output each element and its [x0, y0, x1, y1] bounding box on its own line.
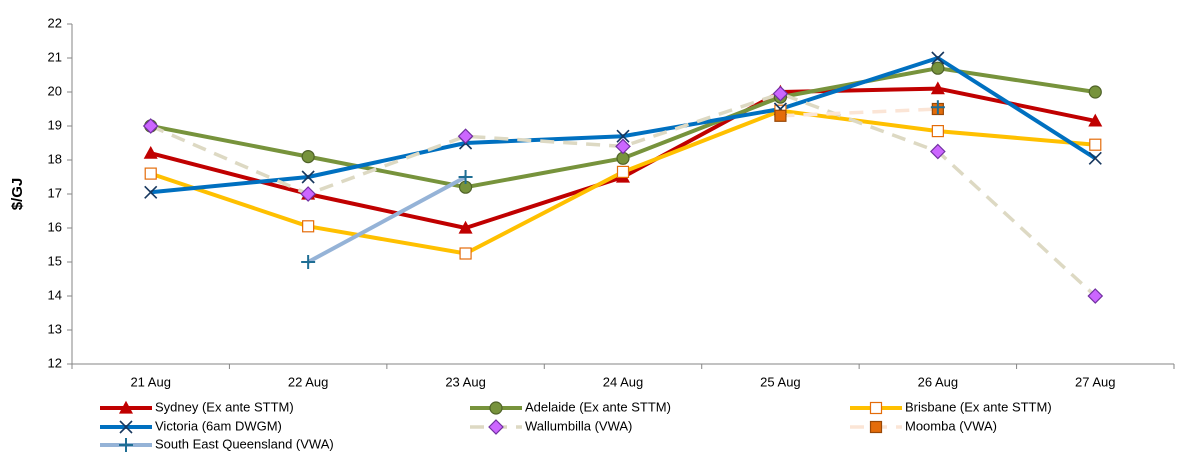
- marker: [930, 143, 946, 160]
- y-tick-label: 12: [48, 355, 62, 370]
- marker: [931, 124, 944, 138]
- marker: [119, 438, 133, 452]
- marker: [488, 419, 504, 435]
- y-axis-label: $/GJ: [9, 178, 26, 211]
- marker: [1088, 85, 1102, 99]
- y-tick-label: 17: [48, 185, 62, 200]
- marker: [458, 220, 473, 234]
- marker: [459, 247, 472, 260]
- y-tick-label: 16: [48, 219, 62, 234]
- x-tick-label: 22 Aug: [288, 374, 329, 389]
- marker: [1089, 138, 1102, 151]
- y-tick-label: 18: [48, 151, 62, 166]
- marker: [301, 170, 315, 184]
- marker: [930, 100, 945, 115]
- marker: [930, 81, 945, 95]
- x-tick-label: 24 Aug: [603, 374, 644, 389]
- legend-label: Brisbane (Ex ante STTM): [905, 399, 1052, 414]
- marker: [142, 118, 159, 134]
- marker: [458, 170, 473, 184]
- marker: [1088, 151, 1102, 165]
- x-tick-label: 25 Aug: [760, 374, 801, 389]
- legend-label: Moomba (VWA): [905, 418, 997, 433]
- legend-label: Sydney (Ex ante STTM): [155, 399, 294, 414]
- marker: [1088, 113, 1103, 127]
- legend-label: Wallumbilla (VWA): [525, 418, 632, 433]
- marker: [301, 150, 315, 164]
- marker: [774, 109, 787, 122]
- marker: [144, 185, 158, 199]
- y-tick-label: 15: [48, 253, 62, 268]
- marker: [143, 145, 158, 159]
- marker: [931, 51, 945, 65]
- y-tick-label: 14: [48, 287, 62, 302]
- marker: [119, 420, 133, 434]
- y-tick-label: 20: [48, 83, 62, 98]
- marker: [144, 167, 157, 180]
- marker: [1087, 288, 1104, 304]
- y-tick-label: 22: [48, 15, 62, 30]
- marker: [302, 220, 315, 233]
- legend-label: Adelaide (Ex ante STTM): [525, 399, 671, 414]
- x-tick-label: 23 Aug: [445, 374, 486, 389]
- series-line: [780, 107, 938, 118]
- x-tick-label: 26 Aug: [918, 374, 959, 389]
- marker: [118, 400, 134, 414]
- series-line: [308, 107, 938, 262]
- legend-label: South East Queensland (VWA): [155, 436, 334, 451]
- marker: [489, 401, 503, 415]
- marker: [300, 186, 316, 202]
- x-tick-label: 21 Aug: [130, 374, 171, 389]
- legend-label: Victoria (6am DWGM): [155, 418, 282, 433]
- marker: [615, 138, 631, 155]
- marker: [301, 255, 316, 269]
- series-line: [150, 91, 1097, 298]
- y-tick-label: 19: [48, 117, 62, 132]
- marker: [931, 61, 945, 75]
- y-tick-label: 21: [48, 49, 62, 64]
- marker: [772, 85, 789, 102]
- x-tick-label: 27 Aug: [1075, 374, 1116, 389]
- marker: [616, 165, 630, 178]
- marker: [869, 401, 883, 415]
- marker: [616, 129, 630, 143]
- marker: [869, 420, 883, 434]
- y-tick-label: 13: [48, 321, 62, 336]
- marker: [457, 128, 474, 145]
